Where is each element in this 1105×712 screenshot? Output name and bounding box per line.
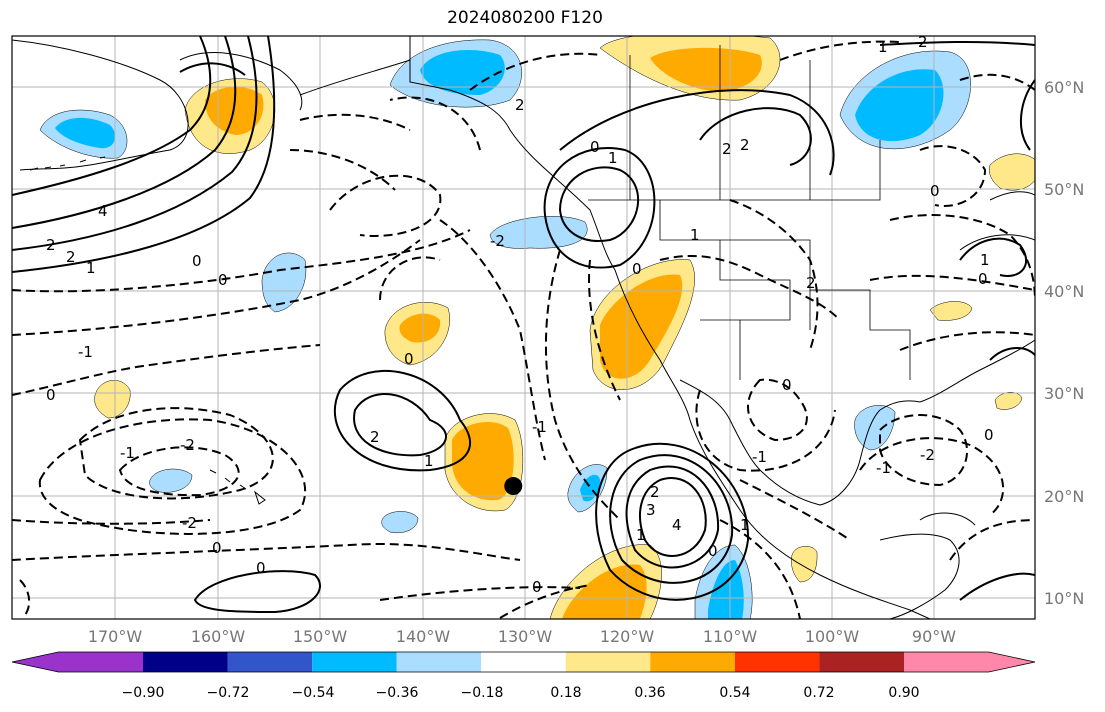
contour-label: 1 — [740, 516, 750, 534]
contours — [12, 36, 1035, 614]
contour-label: 2 — [370, 428, 380, 446]
lon-tick-label: 140°W — [396, 627, 451, 646]
contour-label: 2 — [46, 236, 56, 254]
contour-label: 1 — [424, 452, 434, 470]
contour-label: 1 — [980, 251, 990, 269]
contour-label: 2 — [515, 96, 525, 114]
lat-tick-label: 50°N — [1044, 180, 1084, 199]
colorbar-cell — [734, 652, 820, 672]
colorbar-tick-label: −0.72 — [207, 685, 250, 701]
colorbar-extension-low — [12, 652, 143, 672]
contour-label: -2 — [182, 514, 197, 532]
contour-label: -1 — [78, 343, 93, 361]
colorbar-tick-label: −0.54 — [292, 685, 335, 701]
lat-tick-label: 40°N — [1044, 282, 1084, 301]
contour-label: -1 — [876, 459, 891, 477]
contour-label: 0 — [930, 182, 940, 200]
contour-label: 2 — [722, 140, 732, 158]
lat-tick-label: 10°N — [1044, 589, 1084, 608]
contour-label: 0 — [404, 350, 414, 368]
lon-tick-label: 110°W — [703, 627, 758, 646]
colorbar-cells — [11, 651, 1036, 673]
contour-label: 0 — [708, 542, 718, 560]
colorbar-tick-label: 0.72 — [803, 685, 834, 701]
gridlines — [12, 36, 1035, 619]
contour-label: -2 — [920, 446, 935, 464]
contour-label: 1 — [878, 38, 888, 56]
colorbar-extension-high — [904, 652, 1035, 672]
lon-tick-label: 160°W — [191, 627, 246, 646]
colorbar-cell — [481, 652, 566, 672]
contour-label: 0 — [256, 559, 266, 577]
contour-label: 3 — [646, 501, 656, 519]
contour-label: 1 — [636, 526, 646, 544]
colorbar-tick-label: −0.36 — [376, 685, 419, 701]
contour-label: 0 — [532, 578, 542, 596]
contour-label: 0 — [46, 386, 56, 404]
contour-label: 2 — [806, 274, 816, 292]
colorbar-tick-label: −0.18 — [461, 685, 504, 701]
contour-label: 0 — [590, 138, 600, 156]
contour-label: 0 — [782, 376, 792, 394]
contour-label: 0 — [212, 539, 222, 557]
colorbar-cell — [143, 652, 228, 672]
contour-label: 0 — [192, 252, 202, 270]
colorbar-tick-label: 0.36 — [634, 685, 665, 701]
contour-label: -1 — [532, 418, 547, 436]
colorbar-tick-label: 0.90 — [888, 685, 919, 701]
colorbar-outline — [11, 651, 1036, 673]
contour-label: 1 — [608, 149, 618, 167]
colorbar-cell — [227, 652, 313, 672]
contour-label: 0 — [978, 270, 988, 288]
contour-label: 4 — [672, 516, 682, 534]
lon-tick-label: 90°W — [912, 627, 956, 646]
contour-label: 2 — [918, 33, 928, 51]
contour-label: 1 — [690, 226, 700, 244]
colorbar-cell — [650, 652, 735, 672]
lat-tick-label: 20°N — [1044, 487, 1084, 506]
colorbar-tick-label: 0.18 — [550, 685, 581, 701]
lat-tick-label: 60°N — [1044, 78, 1084, 97]
colorbar-tick-label: 0.54 — [719, 685, 750, 701]
contour-label: -2 — [490, 232, 505, 250]
plot-frame — [11, 35, 1036, 620]
colorbar-tick-labels: −0.90 −0.72 −0.54 −0.36 −0.18 0.18 0.36 … — [122, 685, 920, 701]
contour-label: -1 — [120, 444, 135, 462]
lon-tick-label: 130°W — [498, 627, 553, 646]
contour-label: -1 — [752, 448, 767, 466]
lat-tick-labels: 60°N 50°N 40°N 30°N 20°N 10°N — [1044, 78, 1084, 608]
lon-tick-label: 100°W — [805, 627, 860, 646]
map-title: 2024080200 F120 — [447, 8, 603, 28]
contour-label: -2 — [180, 436, 195, 454]
lon-tick-label: 170°W — [88, 627, 143, 646]
contour-label: 0 — [632, 260, 642, 278]
contours-dashed — [12, 40, 1035, 619]
contour-label-group: 4 2 2 1 0 0 -1 0 -1 -2 -2 0 0 2 1 0 -1 -… — [46, 33, 994, 596]
contour-label: 1 — [86, 259, 96, 277]
colorbar-cell — [396, 652, 482, 672]
lon-tick-label: 150°W — [293, 627, 348, 646]
black-dot-icon — [504, 477, 523, 496]
coastlines — [12, 36, 1035, 619]
colorbar-tick-label: −0.90 — [122, 685, 165, 701]
colorbar-cell — [819, 652, 904, 672]
contour-label: 4 — [98, 202, 108, 220]
colorbar-cell — [565, 652, 651, 672]
contour-label: 2 — [740, 136, 750, 154]
colorbar-cell — [312, 652, 397, 672]
lon-tick-label: 120°W — [600, 627, 655, 646]
contour-label: 2 — [66, 248, 76, 266]
contour-label: 2 — [650, 483, 660, 501]
contour-label: 0 — [218, 271, 228, 289]
contour-label: 0 — [984, 426, 994, 444]
colorbar: −0.90 −0.72 −0.54 −0.36 −0.18 0.18 0.36 … — [11, 651, 1036, 701]
lon-tick-labels: 170°W 160°W 150°W 140°W 130°W 120°W 110°… — [88, 627, 956, 646]
lat-tick-label: 30°N — [1044, 384, 1084, 403]
